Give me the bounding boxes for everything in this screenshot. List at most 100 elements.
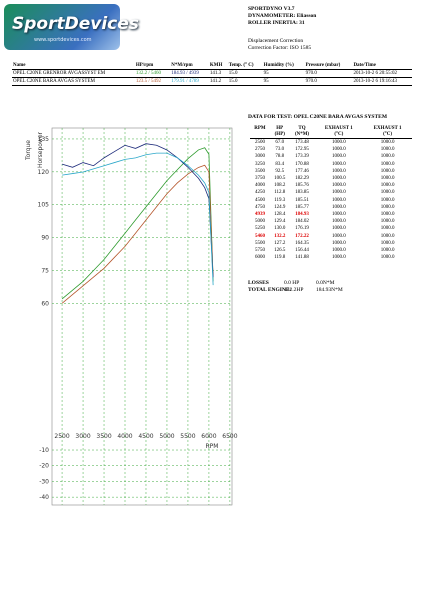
runs-row: OPEL C20NE BARA AVGAS SYSTEM 123.5 / 5492… [12,77,412,86]
test-column: RPM [254,126,266,131]
test-cell: 1000.0 [331,183,346,189]
test-cell: 2500 [254,140,265,145]
runs-column: Humidity (%) [262,62,305,70]
test-cell: 164.35 [295,240,309,246]
runs-row: OPEL C20NE GRENRÖR AVGASSYST EM 132.2 / 5… [12,69,412,78]
test-cell: 5750 [254,248,265,254]
y2-tick-label: -30 [39,478,49,485]
info: SPORTDYNO V3.7 DYNAMOMETER: Eliasson ROL… [248,6,316,27]
runs-cell: 141.3 [208,69,228,78]
test-cell: 184.02 [295,219,309,225]
test-cell: 132.2 [274,233,286,239]
y2-tick-label: -40 [39,494,49,501]
test-cell: 1000.0 [380,154,395,160]
test-cell: 5250 [254,226,265,232]
x-tick-label: 2500 [54,433,69,440]
runs-table: Name HP/rpm N*M/rpm KMH Temp. (° C) Humidity … [12,62,412,86]
test-cell: 176.19 [295,226,309,232]
logo-url: www.sportdevices.com [34,37,92,43]
test-row: 4250 112.8 183.85 1000.0 1000.0 [250,189,412,196]
test-cell: 1000.0 [380,147,395,153]
x-tick-label: 3500 [96,433,111,440]
logo: SportDevices www.sportdevices.com [4,4,139,50]
test-cell: 183.85 [295,190,309,196]
test-cell: 173.48 [295,140,309,145]
test-cell: 128.4 [274,212,286,218]
x-tick-label: 6000 [201,433,216,440]
test-row: 5750 126.5 156.44 1000.0 1000.0 [250,247,412,254]
runs-cell: 123.5 / 5492 [134,77,171,86]
test-cell: 1000.0 [331,255,346,261]
runs-column: HP/rpm [134,62,171,70]
test-cell: 130.0 [274,226,286,232]
test-cell: 3000 [254,154,265,160]
x-tick-label: 6500 [222,433,237,440]
correction-line: Displacement Correction [248,38,304,44]
test-cell: 3250 [254,161,265,167]
test-table: RPM HP TQ EXHAUST 1 EXHAUST 1 (HP) (N*M) (°C) (°… [250,126,412,261]
test-cell: 127.2 [274,240,286,246]
test-row: 3750 100.5 182.29 1000.0 1000.0 [250,175,412,182]
test-cell: 1000.0 [331,190,346,196]
test-cell: 2750 [254,147,265,153]
x-tick-label: 4000 [117,433,132,440]
test-cell: 1000.0 [380,168,395,174]
y-tick-label: 75 [41,267,49,274]
test-cell: 1000.0 [380,219,395,225]
x-axis-title: RPM [206,443,219,450]
test-cell: 1000.0 [331,140,346,145]
test-cell: 1000.0 [380,248,395,254]
test-cell: 1000.0 [380,140,395,145]
runs-cell: 179.91 / 4789 [170,77,209,86]
test-row: 4000 108.2 185.76 1000.0 1000.0 [250,182,412,189]
test-row: 3000 78.8 173.39 1000.0 1000.0 [250,153,412,160]
test-cell: 173.39 [295,154,309,160]
test-cell: 83.4 [275,161,285,167]
runs-column: Pressure (mbar) [304,62,353,70]
test-cell: 1000.0 [331,240,346,246]
test-row: 3500 92.5 177.46 1000.0 1000.0 [250,168,412,175]
x-tick-label: 3000 [75,433,90,440]
test-cell: 1000.0 [380,183,395,189]
test-row: 5460 132.2 172.22 1000.0 1000.0 [250,233,412,240]
test-cell: 1000.0 [331,154,346,160]
info-line: DYNAMOMETER: Eliasson [248,13,317,19]
test-cell: 177.46 [295,168,309,174]
runs-column: N*M/rpm [170,62,209,70]
losses: LOSSES 0.0 HP 0.0N*M TOTAL ENGINE:132.2HP 1… [248,280,343,294]
runs-cell: 15.0 [227,69,263,78]
chart: Torque Horsepower RPM 2500 3000 3500 4000 45… [25,127,238,506]
test-cell: 1000.0 [331,176,346,182]
test-cell: 4250 [254,190,265,196]
test-row: 5500 127.2 164.35 1000.0 1000.0 [250,240,412,247]
runs-cell: 970.0 [304,69,353,78]
test-cell: 124.9 [274,204,286,210]
test-cell: 170.88 [295,161,309,167]
y2-axis-title: Torque [25,140,32,161]
test-cell: 185.76 [295,183,309,189]
runs-column: Temp. (° C) [227,62,263,70]
test-title: DATA FOR TEST: OPEL C20NE BARA AVGAS SYS… [248,114,388,120]
test-cell: 92.5 [275,168,285,174]
test-cell: 3500 [254,168,265,174]
test-cell: 119.3 [274,197,286,203]
test-row: 4500 119.3 185.51 1000.0 1000.0 [250,197,412,204]
test-cell: 1000.0 [331,197,346,203]
test-cell: 184.93 [295,212,309,218]
test-cell: 1000.0 [380,176,395,182]
losses-hp: 0.0 HP [284,280,300,286]
series-line [61,164,214,304]
test-unit: (°C) [363,132,412,139]
runs-cell: 141.2 [208,77,228,86]
test-unit [250,132,270,139]
test-cell: 1000.0 [331,226,346,232]
y-tick-label: 60 [41,300,49,307]
test-cell: 5000 [254,219,265,225]
runs-cell: OPEL C20NE BARA AVGAS SYSTEM [12,77,135,86]
test-row: 4939 128.4 184.93 1000.0 1000.0 [250,211,412,218]
correction: Displacement Correction Correction Facto… [248,38,311,52]
test-cell: 1000.0 [380,190,395,196]
test-cell: 108.2 [274,183,286,189]
test-cell: 185.51 [295,197,309,203]
